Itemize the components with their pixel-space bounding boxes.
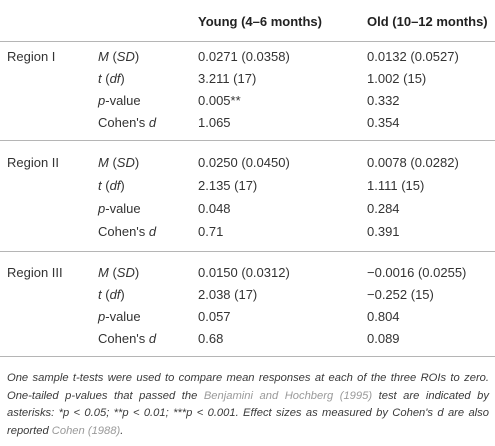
young-value: 2.038 (17) bbox=[198, 287, 258, 302]
region-label: Region II bbox=[7, 155, 60, 170]
young-value: 0.048 bbox=[198, 201, 231, 216]
stat-label: M (SD) bbox=[98, 155, 140, 170]
stat-label: M (SD) bbox=[98, 265, 140, 280]
citation-link-benjamini[interactable]: Benjamini and Hochberg (1995) bbox=[203, 389, 373, 402]
table-row: Cohen's d 0.68 0.089 bbox=[0, 328, 495, 349]
table-row: t (df) 2.038 (17) −0.252 (15) bbox=[0, 284, 495, 305]
citation-link-cohen[interactable]: Cohen (1988) bbox=[51, 424, 121, 437]
young-value: 0.005** bbox=[198, 93, 241, 108]
header-old: Old (10–12 months) bbox=[367, 14, 488, 29]
stat-label: M (SD) bbox=[98, 49, 140, 64]
header-young: Young (4–6 months) bbox=[198, 14, 322, 29]
old-value: 1.002 (15) bbox=[367, 71, 427, 86]
young-value: 3.211 (17) bbox=[198, 71, 257, 86]
region-label: Region I bbox=[7, 49, 56, 64]
stat-label: Cohen's d bbox=[98, 224, 157, 239]
old-value: 0.332 bbox=[367, 93, 400, 108]
old-value: 1.111 (15) bbox=[367, 178, 425, 193]
table-row: Region II M (SD) 0.0250 (0.0450) 0.0078 … bbox=[0, 152, 495, 173]
young-value: 0.0150 (0.0312) bbox=[198, 265, 290, 280]
old-value: 0.0132 (0.0527) bbox=[367, 49, 459, 64]
region-group-2: Region II M (SD) 0.0250 (0.0450) 0.0078 … bbox=[0, 141, 495, 252]
region-group-1: Region I M (SD) 0.0271 (0.0358) 0.0132 (… bbox=[0, 42, 495, 141]
old-value: 0.0078 (0.0282) bbox=[367, 155, 459, 170]
young-value: 0.0271 (0.0358) bbox=[198, 49, 290, 64]
table-row: Cohen's d 0.71 0.391 bbox=[0, 221, 495, 242]
young-value: 2.135 (17) bbox=[198, 178, 258, 193]
stat-label: Cohen's d bbox=[98, 331, 157, 346]
young-value: 0.71 bbox=[198, 224, 224, 239]
region-group-3: Region III M (SD) 0.0150 (0.0312) −0.001… bbox=[0, 252, 495, 357]
young-value: 0.68 bbox=[198, 331, 224, 346]
table-row: Region III M (SD) 0.0150 (0.0312) −0.001… bbox=[0, 262, 495, 283]
table-row: t (df) 3.211 (17) 1.002 (15) bbox=[0, 68, 495, 89]
table-row: t (df) 2.135 (17) 1.111 (15) bbox=[0, 175, 495, 196]
old-value: −0.252 (15) bbox=[367, 287, 434, 302]
table-footnote: One sample t-tests were used to compare … bbox=[7, 372, 489, 437]
old-value: 0.804 bbox=[367, 309, 400, 324]
table-row: p-value 0.005** 0.332 bbox=[0, 90, 495, 111]
table-row: p-value 0.057 0.804 bbox=[0, 306, 495, 327]
young-value: 0.0250 (0.0450) bbox=[198, 155, 290, 170]
stat-label: p-value bbox=[98, 93, 141, 108]
stat-label: p-value bbox=[98, 201, 141, 216]
stat-label: p-value bbox=[98, 309, 141, 324]
stat-label: t (df) bbox=[98, 287, 125, 302]
table-header-row: Young (4–6 months) Old (10–12 months) bbox=[0, 0, 495, 42]
old-value: 0.284 bbox=[367, 201, 400, 216]
old-value: 0.354 bbox=[367, 115, 400, 130]
old-value: 0.391 bbox=[367, 224, 400, 239]
table-row: p-value 0.048 0.284 bbox=[0, 198, 495, 219]
stat-label: t (df) bbox=[98, 71, 125, 86]
table-row: Region I M (SD) 0.0271 (0.0358) 0.0132 (… bbox=[0, 46, 495, 67]
old-value: −0.0016 (0.0255) bbox=[367, 265, 467, 280]
region-label: Region III bbox=[7, 265, 63, 280]
table-row: Cohen's d 1.065 0.354 bbox=[0, 112, 495, 133]
old-value: 0.089 bbox=[367, 331, 400, 346]
stat-label: Cohen's d bbox=[98, 115, 157, 130]
stat-label: t (df) bbox=[98, 178, 125, 193]
young-value: 0.057 bbox=[198, 309, 231, 324]
young-value: 1.065 bbox=[198, 115, 231, 130]
